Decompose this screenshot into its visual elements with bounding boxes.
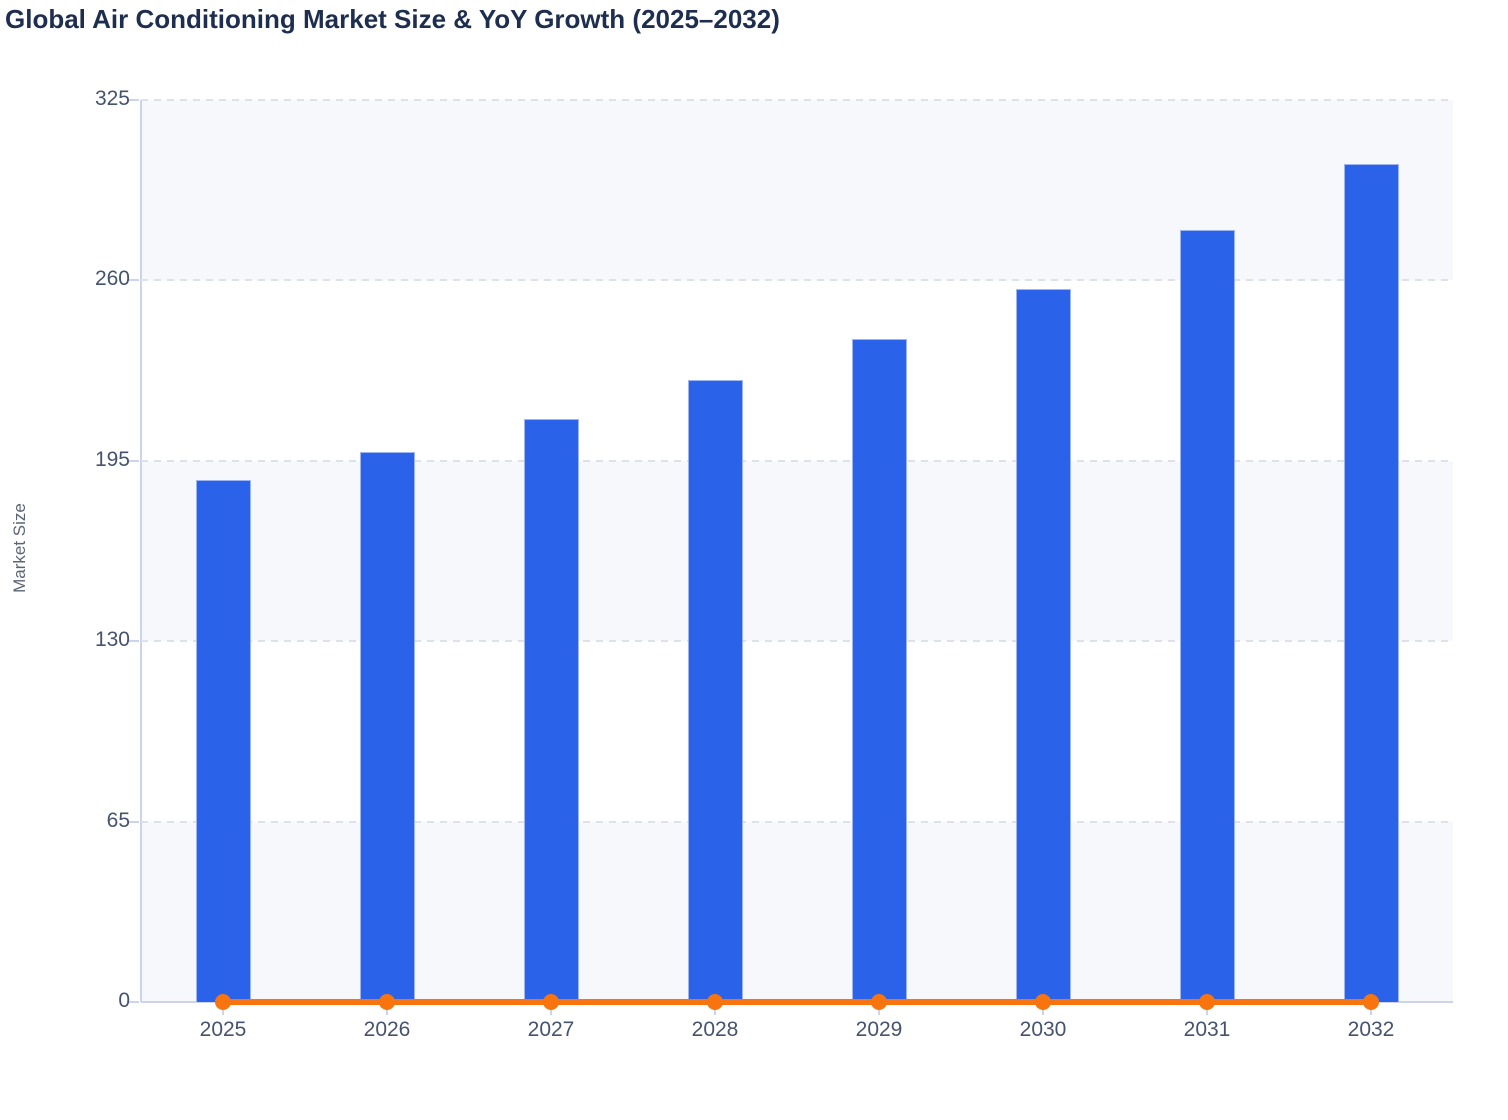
bar-2030[interactable] xyxy=(1015,288,1071,1002)
x-tick-label-2032: 2032 xyxy=(1347,1018,1395,1041)
yoy-marker-2032[interactable] xyxy=(1363,994,1379,1010)
bar-2031[interactable] xyxy=(1179,230,1235,1002)
x-tick-label-2025: 2025 xyxy=(199,1018,247,1041)
y-tick-130 xyxy=(129,640,139,643)
bar-2025[interactable] xyxy=(195,480,251,1002)
yoy-marker-2029[interactable] xyxy=(871,994,887,1010)
x-tick-label-2027: 2027 xyxy=(527,1018,575,1041)
gridline-325 xyxy=(141,99,1453,101)
y-tick-label-65: 65 xyxy=(106,808,130,832)
y-tick-label-325: 325 xyxy=(94,87,130,110)
x-tick-label-2030: 2030 xyxy=(1019,1018,1067,1041)
gridline-65 xyxy=(141,820,1453,823)
bar-2029[interactable] xyxy=(851,338,907,1002)
y-tick-label-0: 0 xyxy=(118,989,130,1012)
y-tick-0 xyxy=(129,1001,139,1003)
yoy-marker-2026[interactable] xyxy=(379,994,395,1010)
y-tick-label-195: 195 xyxy=(94,447,130,471)
gridline-260 xyxy=(141,279,1453,282)
y-tick-label-130: 130 xyxy=(94,628,130,652)
gridline-130 xyxy=(141,640,1453,643)
y-axis-line xyxy=(140,100,142,1002)
x-tick-label-2031: 2031 xyxy=(1183,1018,1231,1041)
plot-area xyxy=(129,99,1453,1015)
y-tick-195 xyxy=(129,459,139,462)
bar-2027[interactable] xyxy=(523,419,579,1002)
bar-2026[interactable] xyxy=(359,452,415,1002)
x-tick-label-2026: 2026 xyxy=(363,1018,411,1041)
gridline-195 xyxy=(141,459,1453,462)
yoy-marker-2027[interactable] xyxy=(543,994,559,1010)
yoy-marker-2028[interactable] xyxy=(707,994,723,1010)
y-tick-65 xyxy=(129,820,139,823)
y-tick-325 xyxy=(129,99,139,101)
y-tick-label-260: 260 xyxy=(94,267,130,291)
yoy-marker-2030[interactable] xyxy=(1035,994,1051,1010)
yoy-marker-2025[interactable] xyxy=(215,994,231,1010)
y-tick-260 xyxy=(129,279,139,282)
x-axis-tick-labels: 2025 2026 2027 2028 2029 2030 2031 2032 xyxy=(141,1018,1453,1050)
yoy-line-layer xyxy=(215,994,1379,1010)
y-axis-tick-labels: 0 65 130 195 260 325 xyxy=(0,87,130,1012)
yoy-marker-2031[interactable] xyxy=(1199,994,1215,1010)
x-tick-label-2028: 2028 xyxy=(691,1018,739,1041)
chart-title: Global Air Conditioning Market Size & Yo… xyxy=(5,4,780,34)
x-tick-label-2029: 2029 xyxy=(855,1018,903,1041)
bar-2032[interactable] xyxy=(1343,163,1399,1002)
bar-2028[interactable] xyxy=(687,380,743,1002)
